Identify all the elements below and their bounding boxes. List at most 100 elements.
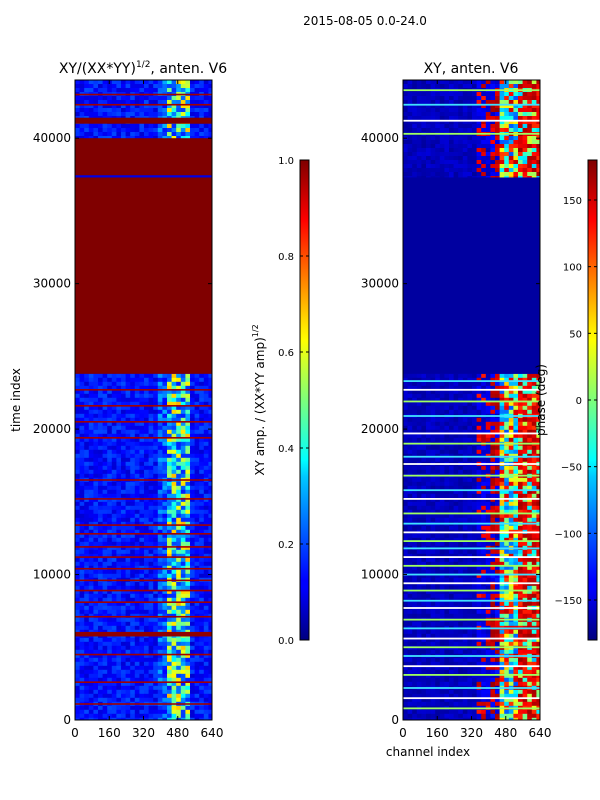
left-heat-cell: [185, 657, 191, 663]
right-heat-cell: [536, 449, 540, 455]
left-heat-cell: [176, 717, 182, 720]
right-heat-cell: [430, 481, 436, 487]
left-heat-cell: [199, 373, 205, 379]
right-heat-cell: [439, 609, 445, 615]
right-heat-cell: [531, 481, 537, 487]
left-heat-cell: [75, 697, 80, 703]
right-heat-cell: [444, 445, 450, 451]
left-heat-cell: [148, 573, 154, 579]
right-heat-cell: [444, 457, 450, 463]
left-heat-cell: [125, 653, 131, 659]
left-heat-cell: [121, 373, 126, 379]
left-heat-cell: [93, 625, 99, 631]
right-heat-cell: [476, 397, 482, 403]
left-heat-cell: [144, 605, 149, 611]
right-heat-cell: [430, 505, 436, 511]
right-heat-cell: [458, 409, 464, 415]
left-heat-cell: [194, 517, 200, 523]
left-heat-cell: [203, 669, 209, 675]
left-heat-cell: [208, 465, 212, 471]
left-heat-cell: [194, 88, 200, 93]
right-heat-cell: [444, 469, 450, 475]
right-heat-cell: [458, 565, 464, 571]
right-heat-cell: [527, 401, 533, 407]
right-heat-cell: [476, 525, 482, 531]
left-heat-cell: [203, 657, 209, 663]
right-heat-cell: [472, 577, 477, 583]
left-heat-cell: [180, 128, 186, 133]
left-heat-cell: [176, 685, 182, 691]
left-heat-cell: [107, 112, 113, 117]
left-heat-cell: [199, 433, 205, 439]
left-heat-cell: [190, 509, 195, 515]
left-heat-cell: [88, 513, 94, 519]
left-heat-cell: [153, 605, 159, 611]
left-heat-cell: [167, 485, 172, 491]
left-heat-cell: [176, 128, 182, 133]
right-heat-cell: [449, 477, 454, 483]
left-heat-cell: [134, 689, 140, 695]
left-heat-cell: [98, 617, 103, 623]
left-heat-cell: [148, 104, 154, 109]
right-heat-cell: [513, 537, 519, 543]
right-heat-cell: [462, 533, 468, 539]
left-heat-cell: [199, 717, 205, 720]
right-heat-cell: [472, 449, 477, 455]
left-heat-cell: [125, 453, 131, 459]
left-heat-cell: [190, 581, 195, 587]
left-heat-cell: [121, 713, 126, 719]
right-heat-cell: [407, 517, 413, 523]
left-heat-cell: [130, 437, 136, 443]
left-heat-cell: [111, 449, 117, 455]
left-heat-cell: [144, 461, 149, 467]
right-heat-cell: [513, 425, 519, 431]
right-heat-cell: [504, 493, 510, 499]
left-heat-cell: [162, 669, 168, 675]
right-heat-cell: [458, 561, 464, 567]
right-heat-cell: [416, 533, 422, 539]
left-heat-cell: [185, 589, 191, 595]
left-heat-cell: [153, 413, 159, 419]
right-heat-cell: [435, 481, 441, 487]
left-heat-cell: [208, 525, 212, 531]
right-heat-cell: [403, 429, 408, 435]
left-heat-cell: [116, 505, 122, 511]
left-heat-cell: [75, 593, 80, 599]
left-red-stripe: [75, 533, 212, 535]
left-heat-cell: [125, 405, 131, 411]
left-heat-cell: [111, 573, 117, 579]
left-heat-cell: [190, 461, 195, 467]
left-heat-cell: [153, 465, 159, 471]
left-heat-cell: [171, 493, 177, 499]
left-heat-cell: [199, 401, 205, 407]
left-heat-cell: [199, 421, 205, 427]
left-heat-cell: [130, 473, 136, 479]
left-heat-cell: [190, 88, 195, 93]
right-heat-cell: [421, 585, 427, 591]
right-heat-cell: [472, 525, 477, 531]
right-heat-cell: [536, 585, 540, 591]
left-heat-cell: [203, 685, 209, 691]
left-heat-cell: [190, 665, 195, 671]
right-heat-cell: [518, 537, 523, 543]
right-heat-cell: [430, 549, 436, 555]
left-heat-cell: [208, 88, 212, 93]
left-heat-cell: [84, 533, 90, 539]
left-heat-cell: [107, 453, 113, 459]
left-heat-cell: [153, 421, 159, 427]
left-heat-cell: [157, 457, 163, 463]
left-heat-cell: [153, 541, 159, 547]
left-heat-cell: [157, 517, 163, 523]
left-heat-cell: [194, 557, 200, 563]
left-heat-cell: [167, 685, 172, 691]
right-heat-cell: [499, 509, 505, 515]
left-heat-cell: [167, 637, 172, 643]
right-heat-cell: [407, 377, 413, 383]
right-heat-cell: [430, 469, 436, 475]
right-heat-cell: [476, 517, 482, 523]
left-heat-cell: [84, 709, 90, 715]
right-heat-cell: [462, 481, 468, 487]
right-heat-cell: [527, 385, 533, 391]
left-heat-cell: [203, 649, 209, 655]
left-heat-cell: [102, 96, 108, 101]
